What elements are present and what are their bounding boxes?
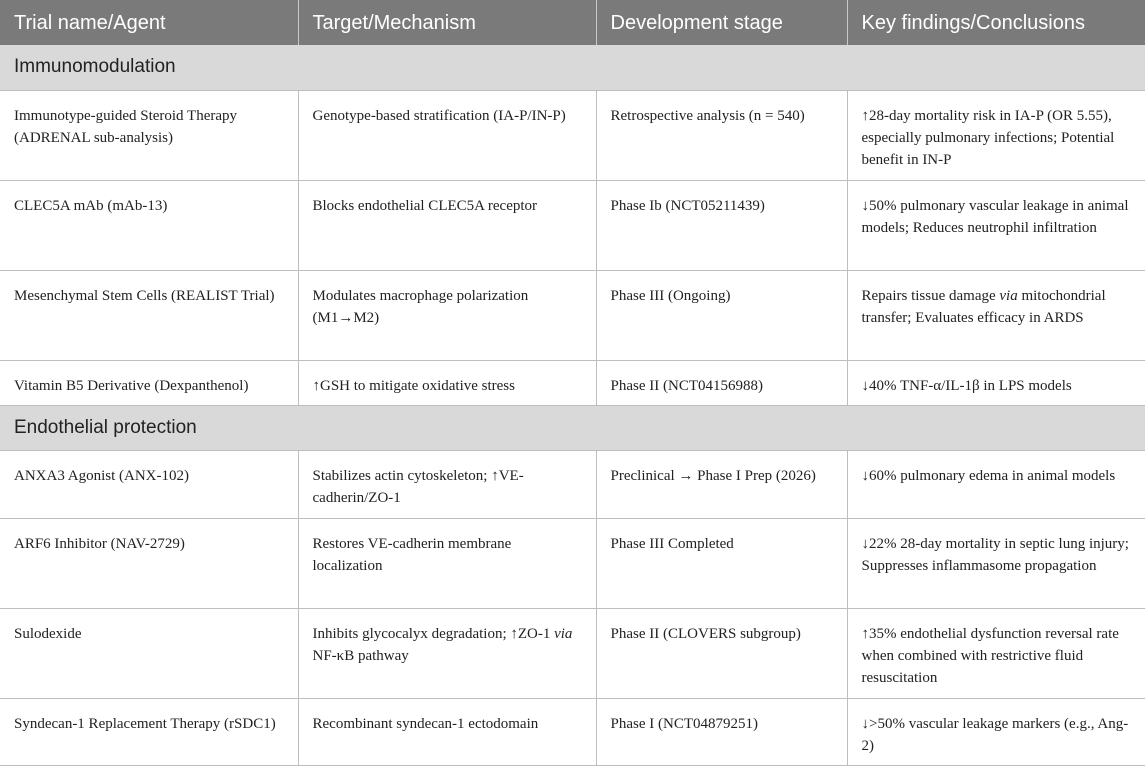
section-title: Immunomodulation — [0, 45, 1145, 91]
cell-findings: ↓50% pulmonary vascular leakage in anima… — [847, 180, 1145, 271]
cell-agent: Mesenchymal Stem Cells (REALIST Trial) — [0, 270, 299, 361]
table-row: Mesenchymal Stem Cells (REALIST Trial) M… — [0, 270, 1145, 361]
section-row-endothelial-protection: Endothelial protection — [0, 405, 1145, 451]
cell-agent: Syndecan-1 Replacement Therapy (rSDC1) — [0, 698, 299, 766]
cell-stage: Phase III Completed — [596, 518, 848, 609]
cell-mechanism: Modulates macrophage polarization (M1→M2… — [298, 270, 597, 361]
cell-mechanism: ↑GSH to mitigate oxidative stress — [298, 360, 597, 406]
table-row: ARF6 Inhibitor (NAV-2729) Restores VE-ca… — [0, 518, 1145, 609]
cell-agent: Sulodexide — [0, 608, 299, 699]
cell-stage: Phase II (CLOVERS subgroup) — [596, 608, 848, 699]
table-header: Trial name/Agent Target/Mechanism Develo… — [0, 0, 1145, 45]
cell-findings: ↑28-day mortality risk in IA-P (OR 5.55)… — [847, 90, 1145, 181]
table-row: Vitamin B5 Derivative (Dexpanthenol) ↑GS… — [0, 360, 1145, 406]
cell-stage: Phase I (NCT04879251) — [596, 698, 848, 766]
cell-findings: ↓60% pulmonary edema in animal models — [847, 450, 1145, 519]
mechanism-text-pre: Inhibits glycocalyx degradation; ↑ZO-1 — [312, 625, 555, 642]
cell-mechanism: Restores VE-cadherin membrane localizati… — [298, 518, 597, 609]
table-row: ANXA3 Agonist (ANX-102) Stabilizes actin… — [0, 450, 1145, 519]
cell-stage: Phase Ib (NCT05211439) — [596, 180, 848, 271]
section-row-immunomodulation: Immunomodulation — [0, 45, 1145, 91]
cell-mechanism: Recombinant syndecan-1 ectodomain — [298, 698, 597, 766]
table-row: Immunotype-guided Steroid Therapy (ADREN… — [0, 90, 1145, 181]
findings-text-pre: Repairs tissue damage — [861, 287, 1000, 304]
table-row: Sulodexide Inhibits glycocalyx degradati… — [0, 608, 1145, 699]
header-findings: Key findings/Conclusions — [847, 0, 1145, 45]
cell-mechanism: Stabilizes actin cytoskeleton; ↑VE-cadhe… — [298, 450, 597, 519]
cell-findings: Repairs tissue damage via mitochondrial … — [847, 270, 1145, 361]
mechanism-text-post: NF-κB pathway — [312, 647, 409, 664]
cell-findings: ↓22% 28-day mortality in septic lung inj… — [847, 518, 1145, 609]
cell-agent: ANXA3 Agonist (ANX-102) — [0, 450, 299, 519]
cell-stage: Phase III (Ongoing) — [596, 270, 848, 361]
cell-mechanism: Blocks endothelial CLEC5A receptor — [298, 180, 597, 271]
mechanism-text-italic: via — [554, 625, 573, 642]
cell-stage: Preclinical → Phase I Prep (2026) — [596, 450, 848, 519]
header-mechanism: Target/Mechanism — [298, 0, 597, 45]
header-agent: Trial name/Agent — [0, 0, 299, 45]
cell-agent: ARF6 Inhibitor (NAV-2729) — [0, 518, 299, 609]
cell-findings: ↓40% TNF-α/IL-1β in LPS models — [847, 360, 1145, 406]
findings-text-italic: via — [999, 287, 1018, 304]
cell-agent: CLEC5A mAb (mAb-13) — [0, 180, 299, 271]
cell-findings: ↑35% endothelial dysfunction reversal ra… — [847, 608, 1145, 699]
findings-text-post: mitochondrial transfer; Evaluates effica… — [861, 287, 1106, 326]
cell-findings: ↓>50% vascular leakage markers (e.g., An… — [847, 698, 1145, 766]
cell-stage: Phase II (NCT04156988) — [596, 360, 848, 406]
section-title: Endothelial protection — [0, 405, 1145, 451]
cell-agent: Vitamin B5 Derivative (Dexpanthenol) — [0, 360, 299, 406]
cell-stage: Retrospective analysis (n = 540) — [596, 90, 848, 181]
cell-mechanism: Genotype-based stratification (IA-P/IN-P… — [298, 90, 597, 181]
cell-agent: Immunotype-guided Steroid Therapy (ADREN… — [0, 90, 299, 181]
table-row: Syndecan-1 Replacement Therapy (rSDC1) R… — [0, 698, 1145, 766]
cell-mechanism: Inhibits glycocalyx degradation; ↑ZO-1 v… — [298, 608, 597, 699]
header-stage: Development stage — [596, 0, 848, 45]
table-row: CLEC5A mAb (mAb-13) Blocks endothelial C… — [0, 180, 1145, 271]
